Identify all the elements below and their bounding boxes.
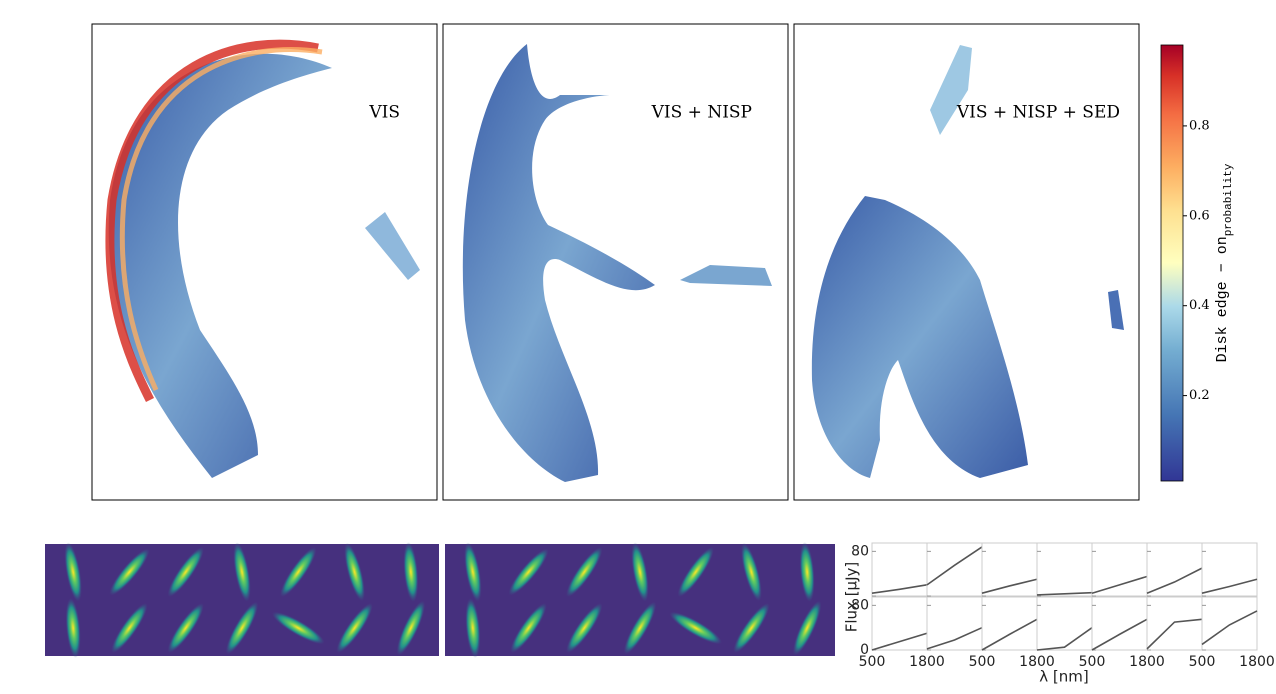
- sed-panel: [926, 542, 983, 597]
- galaxy: [167, 547, 204, 597]
- sed-line: [1201, 610, 1258, 646]
- colorbar-label-sub: probability: [1223, 163, 1235, 236]
- galaxy: [465, 598, 481, 658]
- galaxy: [741, 542, 762, 602]
- galaxy: [510, 603, 547, 653]
- sed-panel: [1146, 542, 1203, 597]
- galaxy: [344, 542, 365, 602]
- x-tick-label: 1800: [1019, 654, 1055, 670]
- galaxy: [631, 542, 649, 602]
- sed-panel: [926, 596, 983, 651]
- colorbar-tick-label: 0.4: [1189, 298, 1210, 313]
- galaxy-strips: [45, 542, 835, 658]
- sed-panel: [1036, 596, 1093, 651]
- sed-line: [1091, 618, 1148, 651]
- galaxy: [566, 547, 603, 597]
- galaxy: [566, 603, 603, 653]
- panel-label: VIS: [368, 103, 400, 123]
- galaxy: [65, 598, 81, 658]
- sed-panel: [1201, 542, 1258, 597]
- sed-line: [871, 584, 928, 595]
- hex-cloud: [462, 44, 655, 482]
- sed-line: [1091, 575, 1148, 594]
- galaxy: [225, 601, 259, 655]
- sed-panel: [1091, 542, 1148, 597]
- panel-frame: [442, 23, 789, 501]
- x-tick-label: 1800: [1129, 654, 1165, 670]
- galaxy: [464, 542, 482, 602]
- hex-cloud: [811, 196, 1028, 478]
- hex-cloud: [930, 45, 972, 135]
- sed-panel: [1036, 542, 1093, 597]
- sed-line: [871, 632, 928, 651]
- galaxy: [396, 600, 426, 656]
- galaxy: [64, 542, 82, 602]
- galaxy: [280, 547, 317, 597]
- panel-label: VIS + NISP + SED: [956, 103, 1120, 123]
- sed-panel: [1201, 596, 1258, 651]
- galaxy: [233, 542, 251, 602]
- galaxy: [792, 600, 822, 656]
- hex-cloud: [1108, 290, 1124, 330]
- galaxy: [799, 542, 815, 602]
- sed-line: [981, 618, 1038, 651]
- galaxy: [272, 611, 325, 645]
- x-tick-label: 500: [1079, 654, 1106, 670]
- sed-line: [981, 578, 1038, 594]
- colorbar-label-main: Disk edge − on: [1214, 236, 1231, 362]
- hexbin-panels: VIS VIS + NISP VIS + NISP + SED: [91, 23, 1140, 501]
- galaxy: [669, 611, 722, 645]
- hex-cloud: [680, 265, 772, 286]
- y-tick-label: 0: [860, 642, 869, 658]
- sed-line: [1201, 578, 1258, 594]
- sed-line: [926, 626, 983, 650]
- hex-cloud-edge: [119, 47, 323, 392]
- y-axis-label: Flux [μJy]: [843, 562, 861, 633]
- panel-frame: [91, 23, 438, 501]
- colorbar-label: Disk edge − onprobability: [1214, 163, 1235, 362]
- hex-cloud: [365, 212, 420, 280]
- colorbar-tick-label: 0.2: [1189, 388, 1210, 403]
- x-tick-label: 1800: [1239, 654, 1275, 670]
- galaxy: [109, 548, 150, 596]
- galaxy: [111, 603, 148, 653]
- sed-line: [1036, 627, 1093, 651]
- hex-cloud-edge: [105, 39, 319, 403]
- sed-line: [1146, 618, 1203, 650]
- galaxy: [623, 601, 657, 655]
- sed-line: [1146, 567, 1203, 594]
- galaxy: [403, 542, 419, 602]
- galaxy: [677, 547, 714, 597]
- panel-frame: [793, 23, 1140, 501]
- colorbar: [1160, 44, 1184, 482]
- galaxy: [733, 603, 770, 653]
- x-tick-label: 500: [859, 654, 886, 670]
- x-tick-label: 1800: [909, 654, 945, 670]
- colorbar-tick-label: 0.6: [1189, 208, 1210, 223]
- sed-line: [926, 546, 983, 586]
- sed-panel: [871, 542, 928, 597]
- galaxy: [336, 603, 373, 653]
- x-tick-label: 500: [969, 654, 996, 670]
- y-tick-label: 80: [851, 543, 869, 559]
- sed-panel: [981, 542, 1038, 597]
- galaxy: [167, 603, 204, 653]
- galaxy: [508, 548, 549, 596]
- colorbar-tick-label: 0.8: [1189, 118, 1210, 133]
- x-axis-label: λ [nm]: [1039, 668, 1088, 686]
- panel-label: VIS + NISP: [651, 103, 752, 123]
- hex-cloud: [108, 53, 332, 479]
- y-tick-label: 80: [851, 597, 869, 613]
- x-tick-label: 500: [1189, 654, 1216, 670]
- sed-panel: [1146, 596, 1203, 651]
- sed-line: [1036, 591, 1093, 596]
